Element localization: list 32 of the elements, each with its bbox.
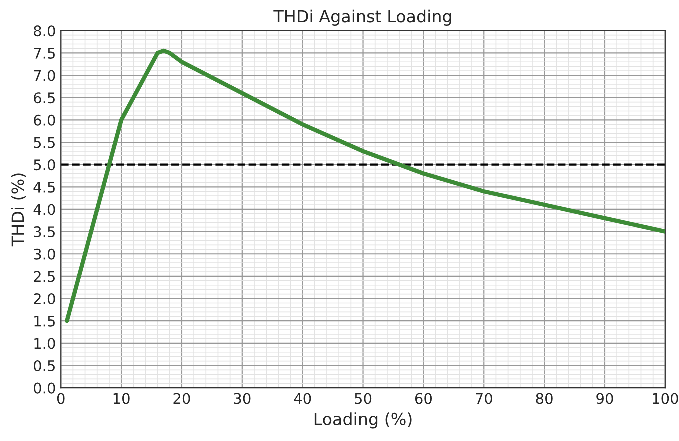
line-series: [65, 48, 666, 324]
y-tick-label: 6.0: [34, 114, 56, 126]
y-tick-label: 8.0: [34, 26, 56, 37]
x-tick-label: 60: [415, 393, 432, 404]
y-tick-label: 4.0: [34, 204, 56, 216]
y-tick-label: 3.5: [34, 226, 55, 238]
y-tick-label: 0.0: [34, 382, 56, 394]
x-tick-label: 30: [234, 393, 251, 404]
y-tick-label: 2.5: [34, 271, 55, 282]
y-tick-label: 7.0: [34, 70, 56, 82]
x-tick-label: 100: [653, 393, 678, 404]
y-tick-label: 5.5: [34, 137, 55, 148]
y-tick-label: 0.5: [34, 360, 55, 372]
x-tick-label: 20: [174, 393, 190, 404]
y-tick-label: 6.5: [34, 92, 55, 104]
x-tick-label: 10: [114, 393, 130, 404]
x-tick-label: 40: [294, 393, 312, 404]
chart-title: THDi Against Loading: [274, 10, 452, 26]
x-tick-label: 0: [57, 393, 65, 404]
y-tick-label: 5.0: [34, 160, 56, 171]
x-axis-title: Loading (%): [314, 412, 412, 429]
y-tick-label: 1.5: [34, 316, 55, 327]
y-tick-label: 4.5: [34, 182, 55, 193]
y-tick-label: 1.0: [34, 338, 56, 350]
y-tick-label: 2.0: [34, 293, 56, 305]
x-tick-label: 70: [476, 393, 492, 404]
y-tick-label: 3.0: [34, 248, 56, 260]
x-tick-label: 50: [355, 393, 372, 404]
x-tick-label: 80: [536, 393, 553, 404]
x-tick-label: 90: [596, 393, 614, 404]
y-axis-title: THDi (%): [11, 174, 26, 247]
y-tick-label: 7.5: [34, 48, 55, 59]
